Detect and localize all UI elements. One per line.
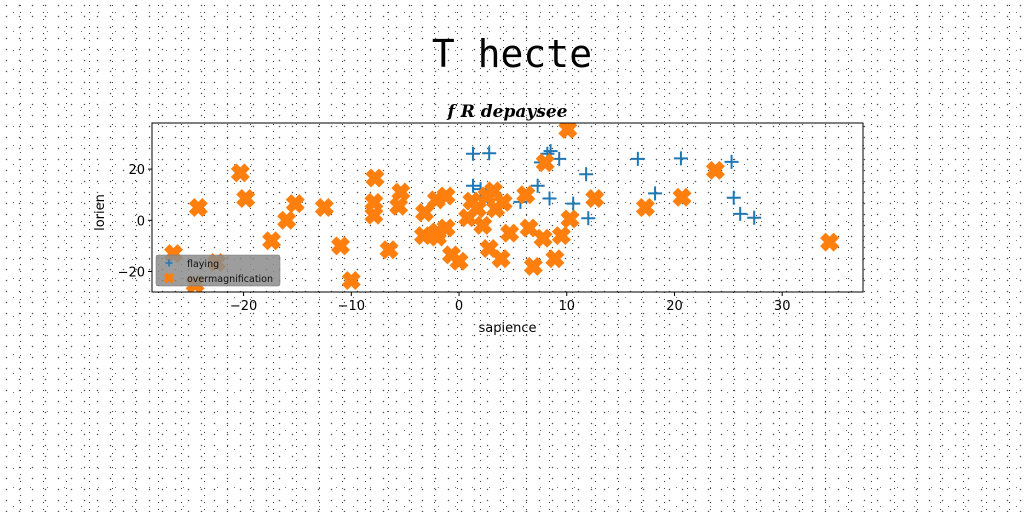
data-point-x [436,186,456,206]
data-point-x [491,249,511,269]
data-point-x [820,232,840,252]
data-point-x [516,185,536,205]
chart-title: f R depaysee [447,102,568,122]
data-point-x [188,198,208,217]
data-point-plus [466,178,481,193]
data-point-plus [673,151,688,166]
data-point-plus [747,210,762,225]
ticks-layer: −20 −10 0 10 20 30 −20 0 20 [118,163,791,314]
data-point-x [262,231,282,251]
data-point-plus [726,190,741,205]
data-point-x [365,168,385,188]
data-point-x [427,227,447,247]
data-point-x [705,160,725,180]
y-tick-label: 20 [128,163,145,178]
x-tick-label: −10 [338,299,365,314]
x-tick-label: 10 [558,299,575,314]
y-axis-label: lorien [93,194,108,231]
data-point-plus [530,178,545,193]
legend-box [155,254,281,287]
data-point-x [500,223,520,243]
data-point-plus [482,146,497,161]
data-point-x [635,198,655,217]
x-tick-label: 30 [774,299,791,314]
data-point-plus [724,154,739,169]
x-axis-label: sapience [479,321,537,336]
data-point-x [533,228,553,248]
legend-label: flaying [187,259,219,270]
data-point-x [535,153,555,173]
x-tick-label: 0 [455,299,463,314]
data-point-plus [466,146,481,161]
data-point-x [458,208,478,228]
data-point-plus [630,151,645,166]
data-point-x [236,189,256,209]
data-point-x [449,251,469,271]
data-point-x [413,226,433,246]
legend: flaying overmagnification [155,254,281,287]
data-point-x [364,205,384,225]
data-point-x [558,123,578,139]
data-point-plus [648,186,663,201]
legend-label: overmagnification [187,274,273,285]
x-tick-label: 20 [666,299,683,314]
data-point-x [672,187,692,207]
y-tick-label: −20 [118,266,145,281]
data-point-x [285,194,305,214]
data-point-x [314,198,334,217]
y-tick-label: 0 [137,214,145,229]
data-point-x [545,249,565,269]
data-point-x [230,163,250,183]
data-point-x [551,226,571,246]
data-point-x [389,196,409,216]
data-point-plus [542,191,557,206]
data-point-x [585,189,605,209]
data-point-x [277,210,297,230]
legend-marker-plus [165,259,173,267]
data-point-plus [733,206,748,221]
data-point-x [493,192,513,212]
legend-marker-x [163,272,175,284]
x-tick-label: −20 [230,299,257,314]
data-point-x [379,240,399,260]
points-layer [164,123,840,292]
data-point-plus [581,211,596,226]
axes-frame [151,122,864,293]
data-point-x [341,270,361,290]
data-point-x [391,182,411,202]
data-point-x [473,215,493,235]
data-point-plus [566,196,581,211]
data-point-x [415,203,435,223]
data-point-x [523,256,543,276]
data-point-x [331,236,351,256]
data-point-x [519,218,539,238]
data-point-plus [579,167,594,182]
figure-title: T hecte [431,32,593,76]
data-point-x [560,209,580,229]
